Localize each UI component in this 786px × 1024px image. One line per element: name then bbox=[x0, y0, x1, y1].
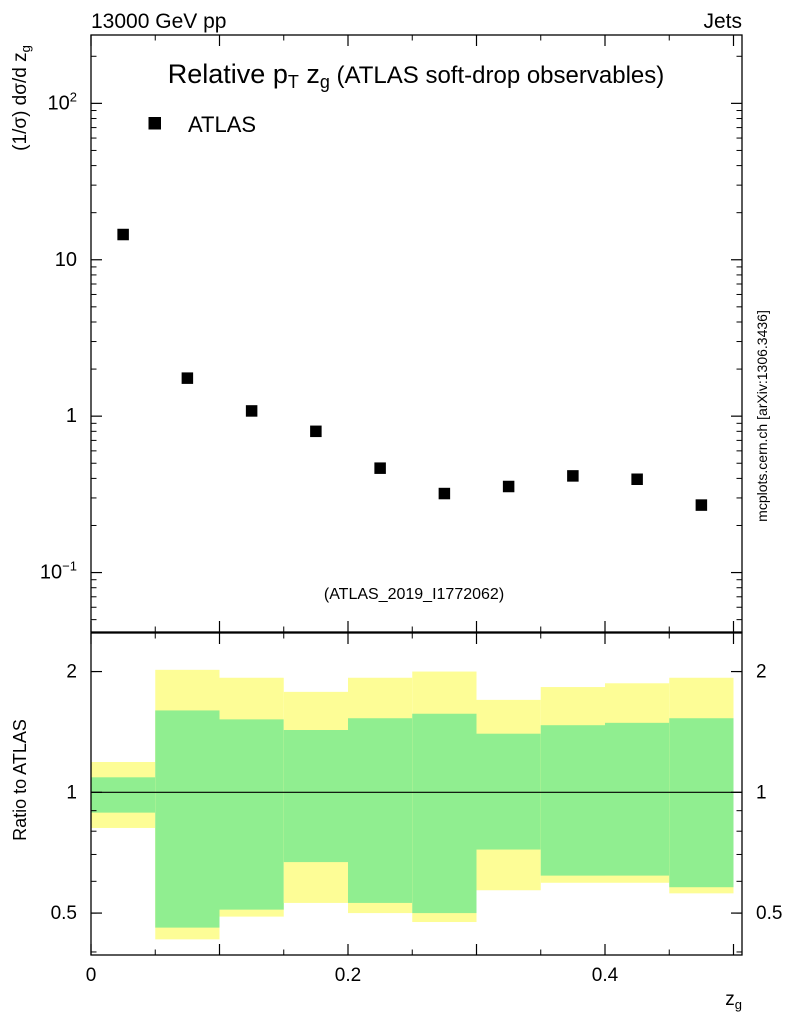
svg-text:mcplots.cern.ch [arXiv:1306.34: mcplots.cern.ch [arXiv:1306.3436] bbox=[754, 310, 770, 522]
svg-text:0: 0 bbox=[86, 965, 97, 986]
svg-text:0.5: 0.5 bbox=[51, 903, 77, 924]
svg-text:1: 1 bbox=[66, 782, 77, 803]
svg-text:1: 1 bbox=[66, 405, 77, 427]
svg-text:(ATLAS_2019_I1772062): (ATLAS_2019_I1772062) bbox=[324, 586, 504, 603]
svg-text:10: 10 bbox=[55, 249, 77, 271]
svg-text:Jets: Jets bbox=[703, 10, 742, 33]
svg-text:0.5: 0.5 bbox=[756, 903, 782, 924]
svg-text:102: 102 bbox=[48, 89, 77, 114]
svg-text:(1/σ) dσ/d zg: (1/σ) dσ/d zg bbox=[10, 45, 33, 151]
svg-text:0.4: 0.4 bbox=[592, 965, 619, 986]
svg-text:2: 2 bbox=[66, 662, 77, 683]
svg-text:2: 2 bbox=[756, 662, 767, 683]
svg-text:Ratio to ATLAS: Ratio to ATLAS bbox=[10, 719, 30, 841]
svg-text:Relative pT zg (ATLAS soft-dro: Relative pT zg (ATLAS soft-drop observab… bbox=[168, 59, 664, 92]
svg-text:1: 1 bbox=[756, 782, 767, 803]
svg-text:0.2: 0.2 bbox=[335, 965, 361, 986]
svg-text:10−1: 10−1 bbox=[40, 559, 77, 584]
svg-text:ATLAS: ATLAS bbox=[188, 112, 256, 137]
svg-text:zg: zg bbox=[725, 989, 742, 1012]
svg-text:13000 GeV pp: 13000 GeV pp bbox=[91, 10, 226, 33]
